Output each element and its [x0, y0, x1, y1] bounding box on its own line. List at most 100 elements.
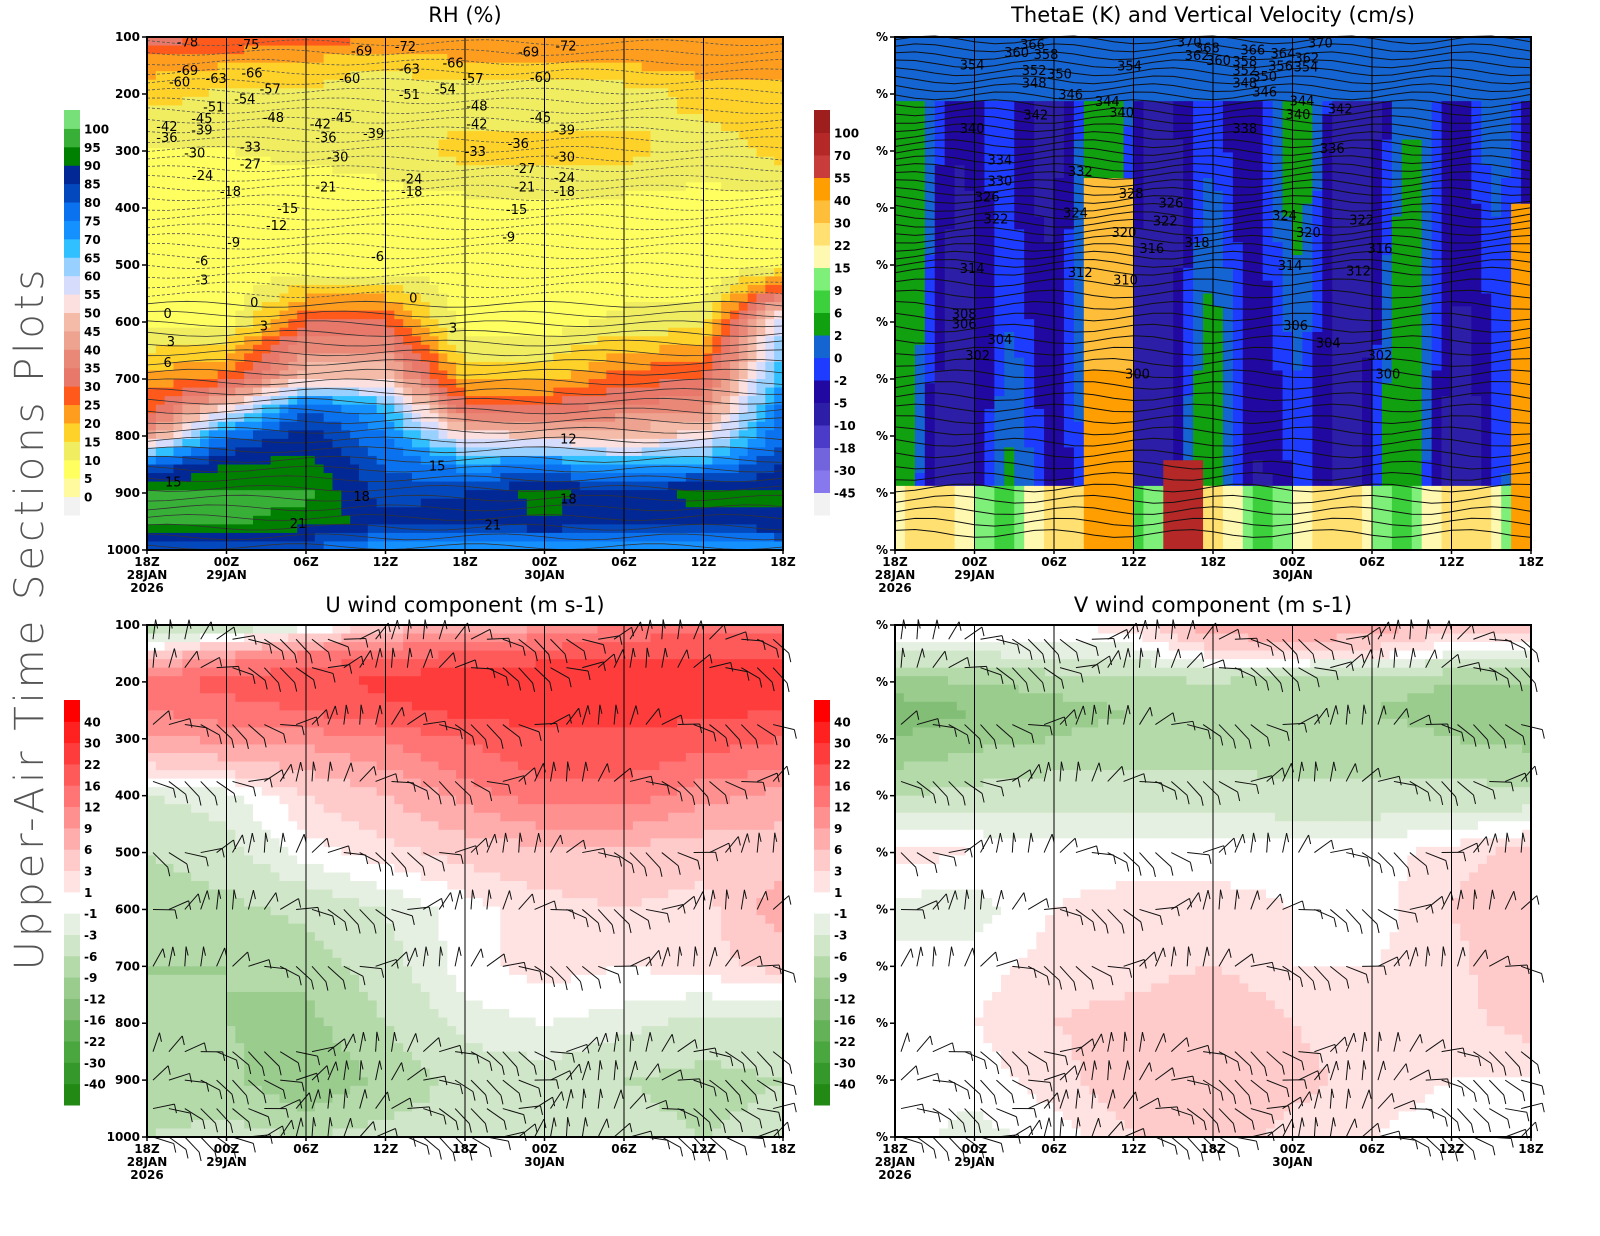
- field-cell: [668, 276, 678, 286]
- field-cell: [526, 156, 537, 166]
- field-cell: [376, 216, 387, 226]
- field-cell: [359, 361, 369, 372]
- field-cell: [934, 267, 946, 282]
- field-cell: [261, 267, 272, 277]
- shaded-field: [147, 37, 784, 551]
- field-cell: [226, 481, 236, 491]
- field-cell: [895, 344, 906, 359]
- field-cell: [394, 302, 404, 312]
- field-cell: [155, 532, 166, 543]
- field-cell: [668, 96, 678, 106]
- field-cell: [164, 344, 175, 354]
- field-cell: [650, 396, 660, 406]
- field-cell: [606, 156, 616, 166]
- contour-label: 21: [290, 517, 307, 532]
- contour-line: [146, 145, 784, 153]
- field-cell: [624, 353, 634, 363]
- field-cell: [491, 37, 501, 47]
- field-cell: [974, 434, 986, 448]
- field-cell: [694, 473, 705, 483]
- field-cell: [279, 216, 289, 226]
- field-cell: [147, 293, 157, 303]
- field-cell: [412, 96, 422, 106]
- field-cell: [191, 319, 201, 329]
- field-cell: [597, 233, 607, 243]
- field-cell: [721, 156, 731, 166]
- field-cell: [650, 242, 660, 252]
- field-cell: [553, 447, 563, 457]
- field-cell: [270, 122, 281, 132]
- field-cell: [721, 88, 731, 98]
- field-cell: [765, 284, 775, 295]
- field-cell: [306, 532, 316, 543]
- field-cell: [297, 498, 307, 508]
- field-cell: [588, 216, 599, 226]
- field-cell: [615, 233, 625, 243]
- field-cell: [359, 541, 369, 551]
- field-cell: [526, 498, 537, 508]
- field-cell: [677, 259, 687, 269]
- field-cell: [509, 310, 519, 320]
- field-cell: [500, 156, 510, 166]
- field-cell: [253, 455, 263, 466]
- field-cell: [314, 421, 325, 431]
- field-cell: [677, 139, 687, 149]
- field-cell: [173, 225, 183, 235]
- field-cell: [359, 481, 369, 491]
- field-cell: [632, 131, 643, 141]
- field-cell: [208, 88, 219, 98]
- field-cell: [376, 464, 387, 474]
- field-cell: [314, 302, 325, 312]
- field-cell: [518, 532, 528, 543]
- field-cell: [332, 122, 342, 132]
- field-cell: [615, 361, 625, 372]
- field-cell: [314, 464, 325, 474]
- field-cell: [200, 79, 210, 89]
- field-cell: [518, 79, 528, 89]
- field-cell: [738, 524, 749, 534]
- field-cell: [191, 182, 201, 192]
- y-tick-label: 100: [115, 30, 140, 44]
- field-cell: [208, 541, 219, 551]
- field-cell: [359, 131, 369, 141]
- field-cell: [376, 54, 387, 64]
- field-cell: [904, 498, 916, 513]
- field-cell: [934, 447, 946, 461]
- field-cell: [191, 541, 201, 551]
- field-cell: [314, 173, 325, 183]
- field-cell: [491, 464, 501, 474]
- field-cell: [306, 190, 316, 201]
- field-cell: [650, 233, 660, 243]
- field-cell: [350, 148, 360, 158]
- colorbar-swatch: [64, 349, 80, 369]
- field-cell: [615, 387, 625, 397]
- field-cell: [703, 267, 713, 277]
- field-cell: [385, 105, 395, 115]
- field-cell: [588, 541, 599, 551]
- field-cell: [544, 515, 554, 525]
- field-cell: [164, 421, 175, 431]
- field-cell: [332, 421, 342, 431]
- field-cell: [288, 498, 298, 508]
- field-cell: [774, 139, 784, 149]
- field-cell: [332, 464, 342, 474]
- field-cell: [412, 413, 422, 423]
- field-cell: [730, 165, 740, 175]
- field-cell: [895, 306, 906, 320]
- field-cell: [306, 370, 316, 380]
- field-cell: [332, 481, 342, 491]
- field-cell: [394, 242, 404, 252]
- field-cell: [756, 438, 766, 448]
- field-cell: [394, 182, 404, 192]
- field-cell: [350, 532, 360, 543]
- field-cell: [518, 148, 528, 158]
- field-cell: [491, 139, 501, 149]
- field-cell: [944, 331, 956, 346]
- field-cell: [703, 62, 713, 72]
- field-cell: [954, 511, 966, 525]
- field-cell: [703, 182, 713, 192]
- field-cell: [173, 71, 183, 81]
- field-cell: [588, 387, 599, 397]
- field-cell: [535, 267, 546, 277]
- field-cell: [606, 490, 616, 500]
